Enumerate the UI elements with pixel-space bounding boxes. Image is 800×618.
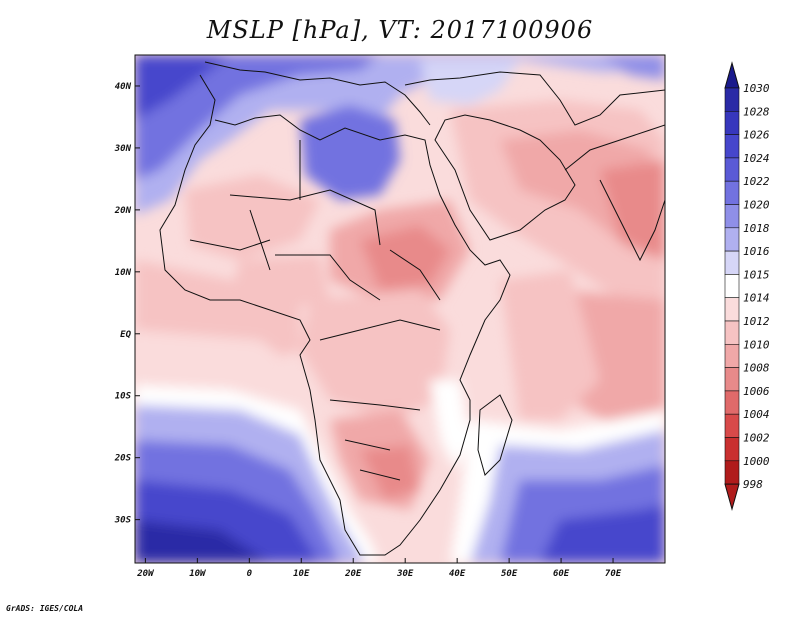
- colorbar-level-label: 1016: [743, 245, 770, 258]
- colorbar-swatch: [724, 297, 740, 322]
- colorbar-swatch: [724, 111, 740, 135]
- lon-tick-label: 60E: [553, 569, 570, 579]
- colorbar-level-label: 1002: [743, 432, 770, 445]
- lon-tick-label: 10W: [189, 569, 207, 579]
- lat-tick-label: 30S: [114, 516, 132, 526]
- colorbar-level-label: 1028: [743, 105, 770, 118]
- colorbar-level-label: 1020: [743, 199, 770, 212]
- colorbar-level-label: 1004: [743, 408, 770, 421]
- colorbar-swatch: [724, 320, 740, 345]
- colorbar-swatch: [724, 460, 740, 485]
- colorbar-level-label: 1014: [743, 292, 770, 305]
- lon-tick-label: 10E: [293, 569, 310, 579]
- pressure-field: [135, 55, 665, 563]
- lat-tick-label: 20N: [114, 206, 132, 216]
- lon-tick-label: 70E: [605, 569, 622, 579]
- colorbar-swatch: [724, 390, 740, 415]
- colorbar-legend: 1030 1028 1026 1024 1022 1020 1018 1016 1015 1014…: [724, 61, 770, 511]
- colorbar-level-label: 1008: [743, 362, 770, 375]
- latitude-axis: 40N 30N 20N 10N EQ 10S 20S 30S: [114, 82, 140, 526]
- lon-tick-label: 0: [247, 569, 253, 579]
- colorbar-level-label: 1030: [743, 82, 770, 95]
- colorbar-swatch: [724, 413, 740, 438]
- colorbar-level-label: 1026: [743, 129, 770, 142]
- lat-tick-label: 10S: [115, 392, 132, 402]
- coastlines: [159, 61, 665, 556]
- colorbar-level-label: 1012: [743, 315, 770, 328]
- grads-credit: GrADS: IGES/COLA: [6, 604, 84, 613]
- colorbar-swatch: [724, 87, 740, 112]
- colorbar-level-label: 1006: [743, 385, 770, 398]
- lon-tick-label: 50E: [501, 569, 518, 579]
- colorbar-swatch: [724, 204, 740, 229]
- lat-tick-label: EQ: [120, 330, 131, 340]
- colorbar-swatch: [724, 437, 740, 462]
- colorbar-swatch: [724, 134, 740, 159]
- colorbar-level-label: 1015: [743, 268, 770, 281]
- map-frame: [134, 54, 666, 564]
- colorbar-swatch: [724, 250, 740, 275]
- colorbar-swatch: [724, 157, 740, 182]
- colorbar-level-label: 1022: [743, 175, 770, 188]
- chart-title: MSLP [hPa], VT: 2017100906: [206, 16, 594, 44]
- colorbar-swatch: [724, 227, 740, 252]
- colorbar-swatch: [724, 274, 740, 298]
- lat-tick-label: 30N: [114, 144, 132, 154]
- colorbar-bottom-arrow: [724, 483, 740, 511]
- colorbar-level-label: 1024: [743, 152, 770, 165]
- lon-tick-label: 30E: [396, 569, 414, 579]
- lon-tick-label: 20W: [136, 569, 155, 579]
- lon-tick-label: 40E: [449, 569, 466, 579]
- colorbar-level-label: 998: [743, 478, 763, 491]
- lon-tick-label: 20E: [344, 569, 362, 579]
- lat-tick-label: 20S: [114, 454, 132, 464]
- colorbar-level-label: 1000: [743, 455, 770, 468]
- colorbar-level-label: 1018: [743, 222, 770, 235]
- colorbar-top-arrow: [724, 61, 740, 89]
- colorbar-swatch: [724, 343, 740, 368]
- lat-tick-label: 10N: [115, 268, 132, 278]
- longitude-axis: 20W 10W 0 10E 20E 30E 40E 50E 60E 70E: [136, 558, 622, 579]
- colorbar-level-label: 1010: [743, 338, 770, 351]
- lat-tick-label: 40N: [115, 82, 132, 92]
- colorbar-swatch: [724, 180, 740, 205]
- colorbar-swatch: [724, 367, 740, 392]
